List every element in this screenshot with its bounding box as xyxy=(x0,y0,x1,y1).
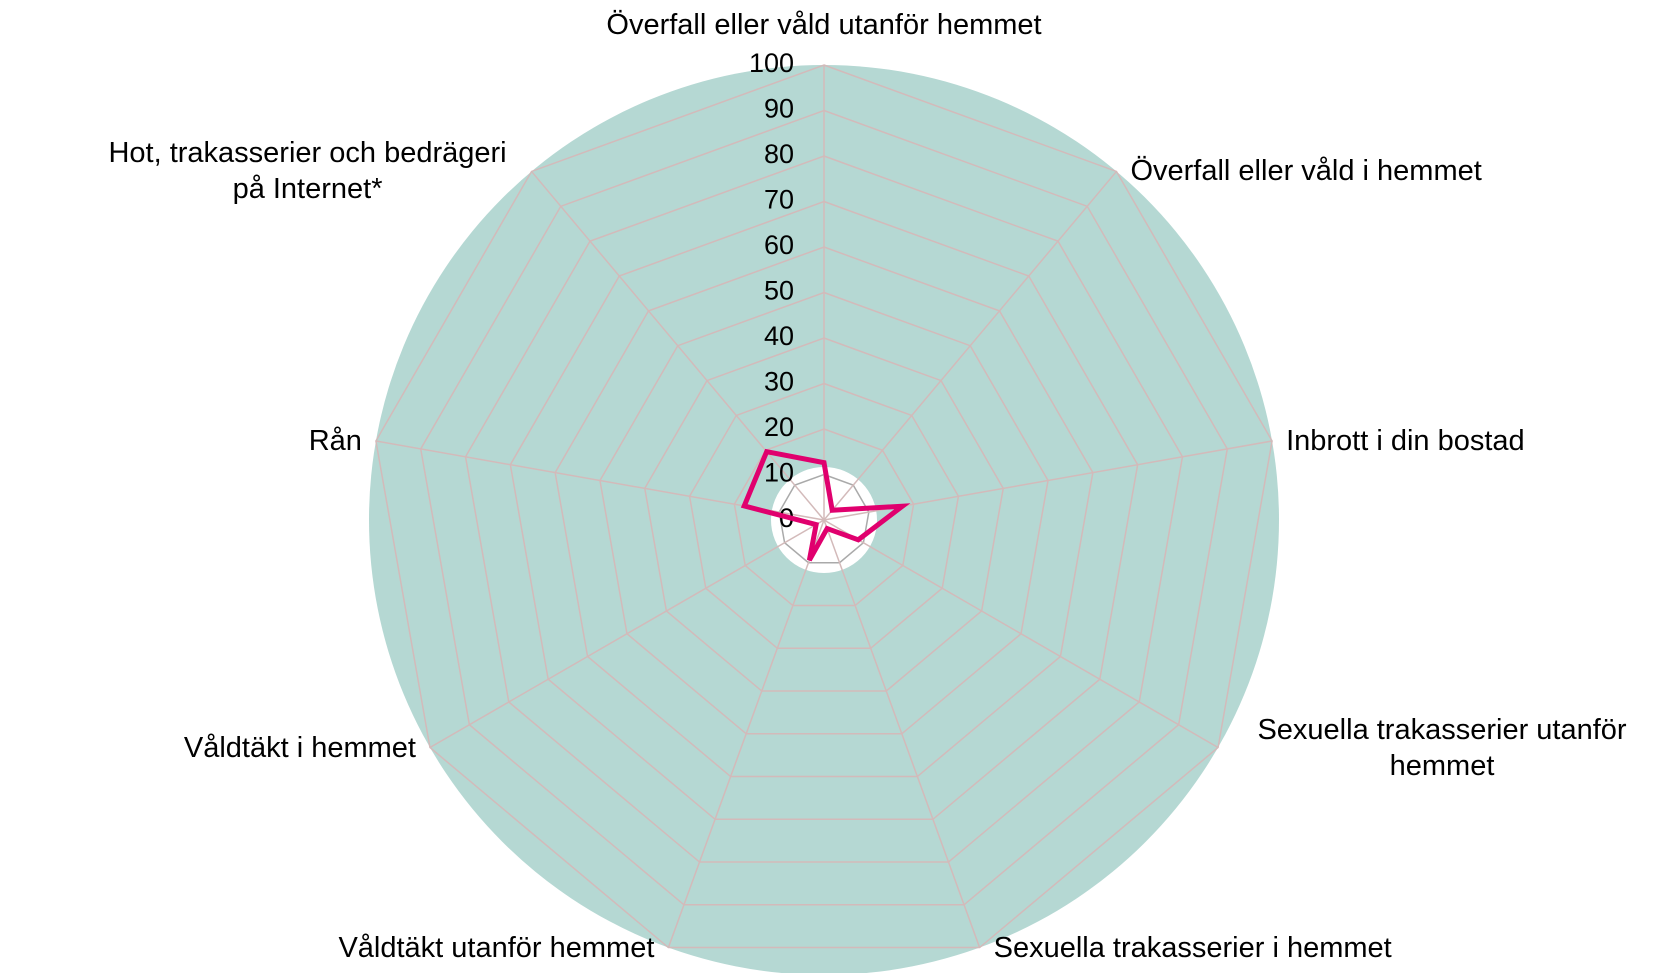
axis-spoke xyxy=(429,519,825,749)
series-line xyxy=(740,448,911,562)
axis-spoke xyxy=(823,519,981,948)
category-label: Hot, trakasserier och bedrägeri på Inter… xyxy=(108,137,507,206)
category-label: Sexuella trakasserier utanför hemmet xyxy=(1257,713,1627,782)
y-tick-label: 10 xyxy=(764,458,794,488)
grid-ring xyxy=(554,246,1094,778)
y-tick-label: 20 xyxy=(764,412,794,442)
y-tick-label: 100 xyxy=(749,48,794,78)
grid-ring xyxy=(419,109,1229,906)
y-tick-label: 60 xyxy=(764,230,794,260)
category-label: Inbrott i din bostad xyxy=(1286,424,1525,457)
axis-spoke xyxy=(667,519,825,948)
category-label: Överfall eller våld utanför hemmet xyxy=(606,9,1042,41)
y-tick-label: 80 xyxy=(764,139,794,169)
grid-ring xyxy=(733,428,915,607)
axis-spoke xyxy=(530,170,825,521)
grid-ring xyxy=(464,155,1184,863)
axis-spoke xyxy=(823,519,1219,749)
grid-ring xyxy=(509,200,1139,821)
category-label: Rån xyxy=(308,424,362,457)
category-label: Våldtäkt i hemmet xyxy=(183,731,416,764)
grid-ring xyxy=(599,291,1049,735)
grid-ring xyxy=(643,337,1005,692)
y-tick-label: 50 xyxy=(764,276,794,306)
y-tick-label: 90 xyxy=(764,94,794,124)
grid-ring xyxy=(778,473,870,564)
grid-ring xyxy=(375,64,1273,949)
grid-ring xyxy=(688,382,960,650)
category-label: Överfall eller våld i hemmet xyxy=(1130,155,1482,188)
y-tick-label: 30 xyxy=(764,367,794,397)
category-label: Sexuella trakasserier i hemmet xyxy=(993,931,1392,964)
y-tick-label: 70 xyxy=(764,185,794,215)
category-label: Våldtäkt utanför hemmet xyxy=(338,931,655,964)
axis-spoke xyxy=(823,170,1118,521)
y-tick-label: 40 xyxy=(764,321,794,351)
